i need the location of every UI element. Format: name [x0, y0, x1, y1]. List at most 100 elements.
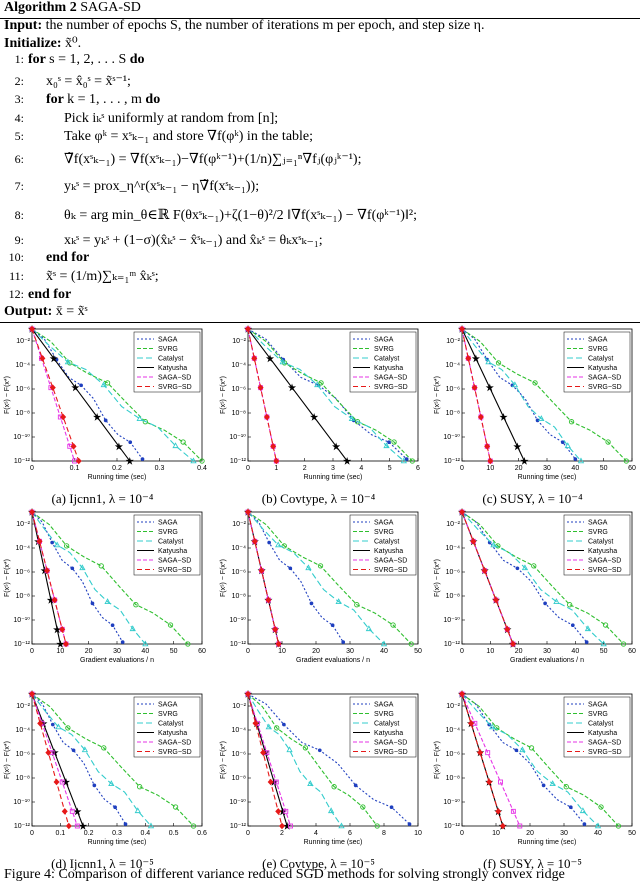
- data-point: [584, 625, 592, 632]
- x-tick-label: 0.5: [169, 830, 179, 837]
- legend-entry: Katyusha: [588, 365, 617, 372]
- data-point: [568, 805, 573, 810]
- data-point: ★: [487, 384, 493, 392]
- legend-entry: SVRG−SD: [588, 384, 622, 391]
- step-number: 7:: [14, 179, 24, 193]
- legend-entry: SAGA: [158, 702, 178, 709]
- panel-caption: (d) Ijcnn1, λ = 10⁻⁵: [51, 856, 154, 871]
- legend-entry: Katyusha: [158, 730, 187, 737]
- series-line: [247, 328, 408, 460]
- data-point: [380, 640, 388, 647]
- legend-box: [133, 331, 201, 393]
- plot-panel-6: 10⁻² 10⁻⁴ 10⁻⁶ 10⁻⁸ 10⁻¹⁰ 10⁻¹² 0 10 20 30 40 50 60 G…: [430, 508, 636, 664]
- plot-svg: 10⁻² 10⁻⁴ 10⁻⁶ 10⁻⁸ 10⁻¹⁰ 10⁻¹²0 0.1 0.2 0.3 0.4 0…: [4, 690, 207, 846]
- legend-box: [349, 696, 417, 758]
- legend-entry: SVRG−SD: [588, 749, 622, 756]
- panel-caption: (c) SUSY, λ = 10⁻⁴: [482, 491, 583, 506]
- data-point: [251, 538, 258, 545]
- y-axis-label: F(xˢ) − F(x*): [220, 376, 227, 414]
- data-point: [90, 601, 95, 606]
- data-point: [142, 419, 148, 425]
- x-tick-label: 40: [141, 648, 149, 655]
- step-number: 4:: [14, 111, 24, 125]
- data-point: [75, 457, 82, 465]
- panel-caption: (e) Covtype, λ = 10⁻⁵: [262, 856, 375, 871]
- data-point: [275, 541, 282, 548]
- plot-svg: 10⁻² 10⁻⁴ 10⁻⁶ 10⁻⁸ 10⁻¹⁰ 10⁻¹²0 10 20 30 40 50 60 G…: [4, 508, 206, 664]
- data-point: ★: [48, 597, 54, 605]
- data-point: [251, 355, 258, 362]
- data-point: [486, 778, 493, 786]
- legend-entry: SAGA−SD: [374, 558, 407, 565]
- data-point: [273, 779, 279, 785]
- data-point: [28, 508, 36, 516]
- plot-panel-4: 10⁻² 10⁻⁴ 10⁻⁶ 10⁻⁸ 10⁻¹⁰ 10⁻¹² 0 10 20 30 40 50 60 G…: [0, 508, 206, 664]
- data-point: [167, 622, 174, 628]
- data-point: ★: [63, 779, 69, 787]
- y-axis-label: F(xˢ) − F(x*): [434, 741, 441, 779]
- y-tick-label: 10⁻¹²: [444, 458, 461, 465]
- panel-caption: (a) Ijcnn1, λ = 10⁻⁴: [51, 491, 154, 506]
- data-point: [495, 808, 502, 815]
- series-1: [30, 510, 125, 644]
- x-axis-label: Gradient evaluations / n: [510, 657, 584, 664]
- data-point: [69, 808, 75, 814]
- data-point: [36, 538, 43, 545]
- x-tick-label: 50: [600, 465, 608, 472]
- y-tick-label: 10⁻⁴: [232, 727, 247, 734]
- x-tick-label: 0.2: [112, 465, 122, 472]
- data-point: [61, 808, 68, 815]
- data-point: ★: [267, 355, 273, 363]
- series-6: [458, 690, 506, 830]
- data-point: [504, 626, 511, 633]
- data-point: [244, 508, 252, 516]
- y-tick-label: 10⁻⁶: [16, 569, 30, 576]
- legend: SAGA SVRG Catalyst Katyusha SAGA−SD SVRG−SD: [133, 514, 201, 576]
- y-tick-label: 10⁻⁴: [446, 727, 461, 734]
- y-tick-label: 10⁻²: [16, 703, 30, 710]
- series-3: [244, 690, 345, 829]
- x-tick-label: 30: [543, 465, 551, 472]
- series-4: ★★★★★★: [28, 508, 64, 649]
- data-point: ★: [116, 443, 122, 451]
- series-1: [246, 510, 346, 644]
- y-tick-label: 10⁻¹²: [14, 641, 31, 648]
- x-tick-label: 10: [56, 648, 64, 655]
- x-tick-label: 2: [303, 465, 307, 472]
- data-point: ★: [289, 384, 295, 392]
- data-point: [50, 540, 54, 545]
- data-point: [400, 457, 407, 464]
- data-point: [553, 598, 560, 604]
- legend-entry: SVRG−SD: [158, 384, 192, 391]
- legend-entry: SVRG−SD: [588, 567, 622, 574]
- series-line: [247, 693, 283, 827]
- legend-entry: SVRG: [588, 346, 608, 353]
- step-text: x̃ˢ = (1/m)∑ₖ₌₁ᵐ x̂ₖˢ;: [46, 269, 159, 284]
- y-tick-label: 10⁻⁴: [16, 362, 31, 369]
- data-point: [137, 784, 143, 790]
- y-tick-label: 10⁻⁸: [16, 593, 30, 600]
- data-point: ★: [40, 720, 46, 728]
- algorithm-input: Input: the number of epochs S, the numbe…: [4, 18, 485, 33]
- step-number: 9:: [14, 233, 24, 247]
- data-point: [140, 457, 145, 461]
- plot-svg: 10⁻² 10⁻⁴ 10⁻⁶ 10⁻⁸ 10⁻¹⁰ 10⁻¹²0 10 20 30 40 50 Run…: [434, 690, 636, 846]
- series-line: [31, 511, 61, 645]
- legend-entry: SAGA: [588, 520, 608, 527]
- data-point: [354, 602, 360, 608]
- step-text: for k = 1, . . . , m do: [46, 92, 161, 107]
- data-point: [408, 641, 414, 647]
- x-tick-label: 0: [460, 830, 464, 837]
- data-point: [258, 567, 265, 574]
- data-point: [74, 823, 80, 829]
- data-point: ★: [54, 626, 60, 634]
- data-point: [314, 381, 321, 388]
- y-tick-label: 10⁻²: [446, 703, 460, 710]
- x-tick-label: 10: [414, 830, 422, 837]
- series-line: [461, 693, 619, 827]
- plot-svg: 10⁻² 10⁻⁴ 10⁻⁶ 10⁻⁸ 10⁻¹⁰ 10⁻¹²0 2 4 6 8 10 Running…: [220, 690, 422, 846]
- data-point: [389, 805, 394, 810]
- data-point: [272, 626, 279, 633]
- data-point: ★: [57, 641, 63, 649]
- series-line: [461, 328, 525, 462]
